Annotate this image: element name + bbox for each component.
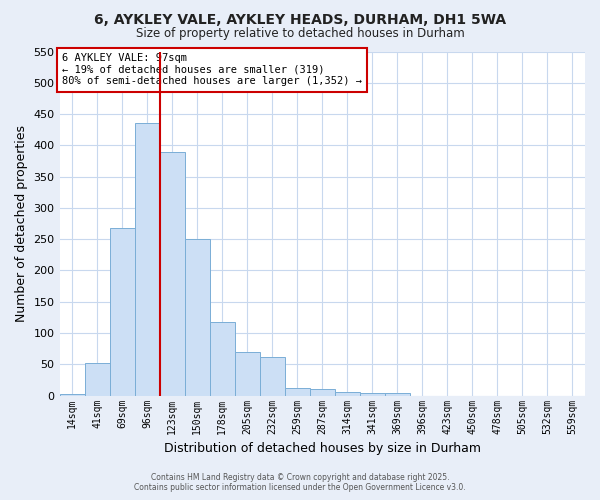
Bar: [185, 238, 209, 396]
Bar: [134, 124, 160, 396]
Bar: [209, 322, 235, 396]
Bar: [360, 392, 385, 396]
Text: Size of property relative to detached houses in Durham: Size of property relative to detached ho…: [136, 28, 464, 40]
Y-axis label: Number of detached properties: Number of detached properties: [15, 125, 28, 322]
Bar: [260, 357, 285, 396]
Text: Contains HM Land Registry data © Crown copyright and database right 2025.
Contai: Contains HM Land Registry data © Crown c…: [134, 473, 466, 492]
Text: 6 AYKLEY VALE: 97sqm
← 19% of detached houses are smaller (319)
80% of semi-deta: 6 AYKLEY VALE: 97sqm ← 19% of detached h…: [62, 53, 362, 86]
Bar: [285, 388, 310, 396]
Bar: [110, 228, 134, 396]
Bar: [385, 393, 410, 396]
Text: 6, AYKLEY VALE, AYKLEY HEADS, DURHAM, DH1 5WA: 6, AYKLEY VALE, AYKLEY HEADS, DURHAM, DH…: [94, 12, 506, 26]
X-axis label: Distribution of detached houses by size in Durham: Distribution of detached houses by size …: [164, 442, 481, 455]
Bar: [310, 389, 335, 396]
Bar: [85, 363, 110, 396]
Bar: [59, 394, 85, 396]
Bar: [235, 352, 260, 396]
Bar: [335, 392, 360, 396]
Bar: [160, 152, 185, 396]
